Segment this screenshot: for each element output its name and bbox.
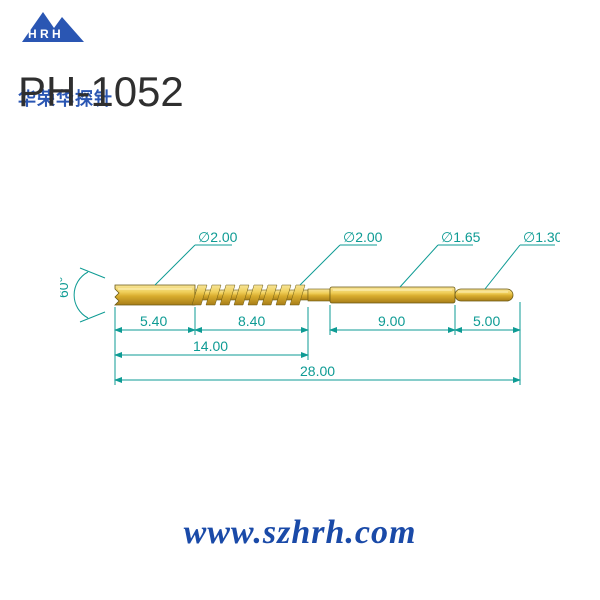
pin-tip <box>455 289 513 301</box>
angle-label: 60° <box>60 277 71 298</box>
diameter-label-1: ∅2.00 <box>198 229 238 245</box>
diameter-label-4: ∅1.30 <box>523 229 560 245</box>
diameter-label-3: ∅1.65 <box>441 229 481 245</box>
logo-mountain-icon: H R H <box>18 8 88 46</box>
length-label-5: 14.00 <box>193 338 228 354</box>
part-number: PH-1052 <box>18 68 184 116</box>
length-label-2: 8.40 <box>238 313 265 329</box>
pin-transition <box>308 289 330 301</box>
length-label-4: 5.00 <box>473 313 500 329</box>
probe-pin <box>115 285 513 305</box>
length-dimensions: 5.40 8.40 9.00 5.00 14.00 28.00 <box>115 313 520 380</box>
diameter-callouts: ∅2.00 ∅2.00 ∅1.65 ∅1.30 <box>155 229 560 289</box>
website-url: www.szhrh.com <box>0 514 600 552</box>
length-label-1: 5.40 <box>140 313 167 329</box>
svg-text:H R H: H R H <box>28 27 61 41</box>
length-label-6: 28.00 <box>300 363 335 379</box>
technical-diagram: 60° <box>60 190 540 390</box>
length-label-3: 9.00 <box>378 313 405 329</box>
diameter-label-2: ∅2.00 <box>343 229 383 245</box>
pin-serrated-head <box>115 285 195 305</box>
angle-indicator: 60° <box>60 268 105 322</box>
